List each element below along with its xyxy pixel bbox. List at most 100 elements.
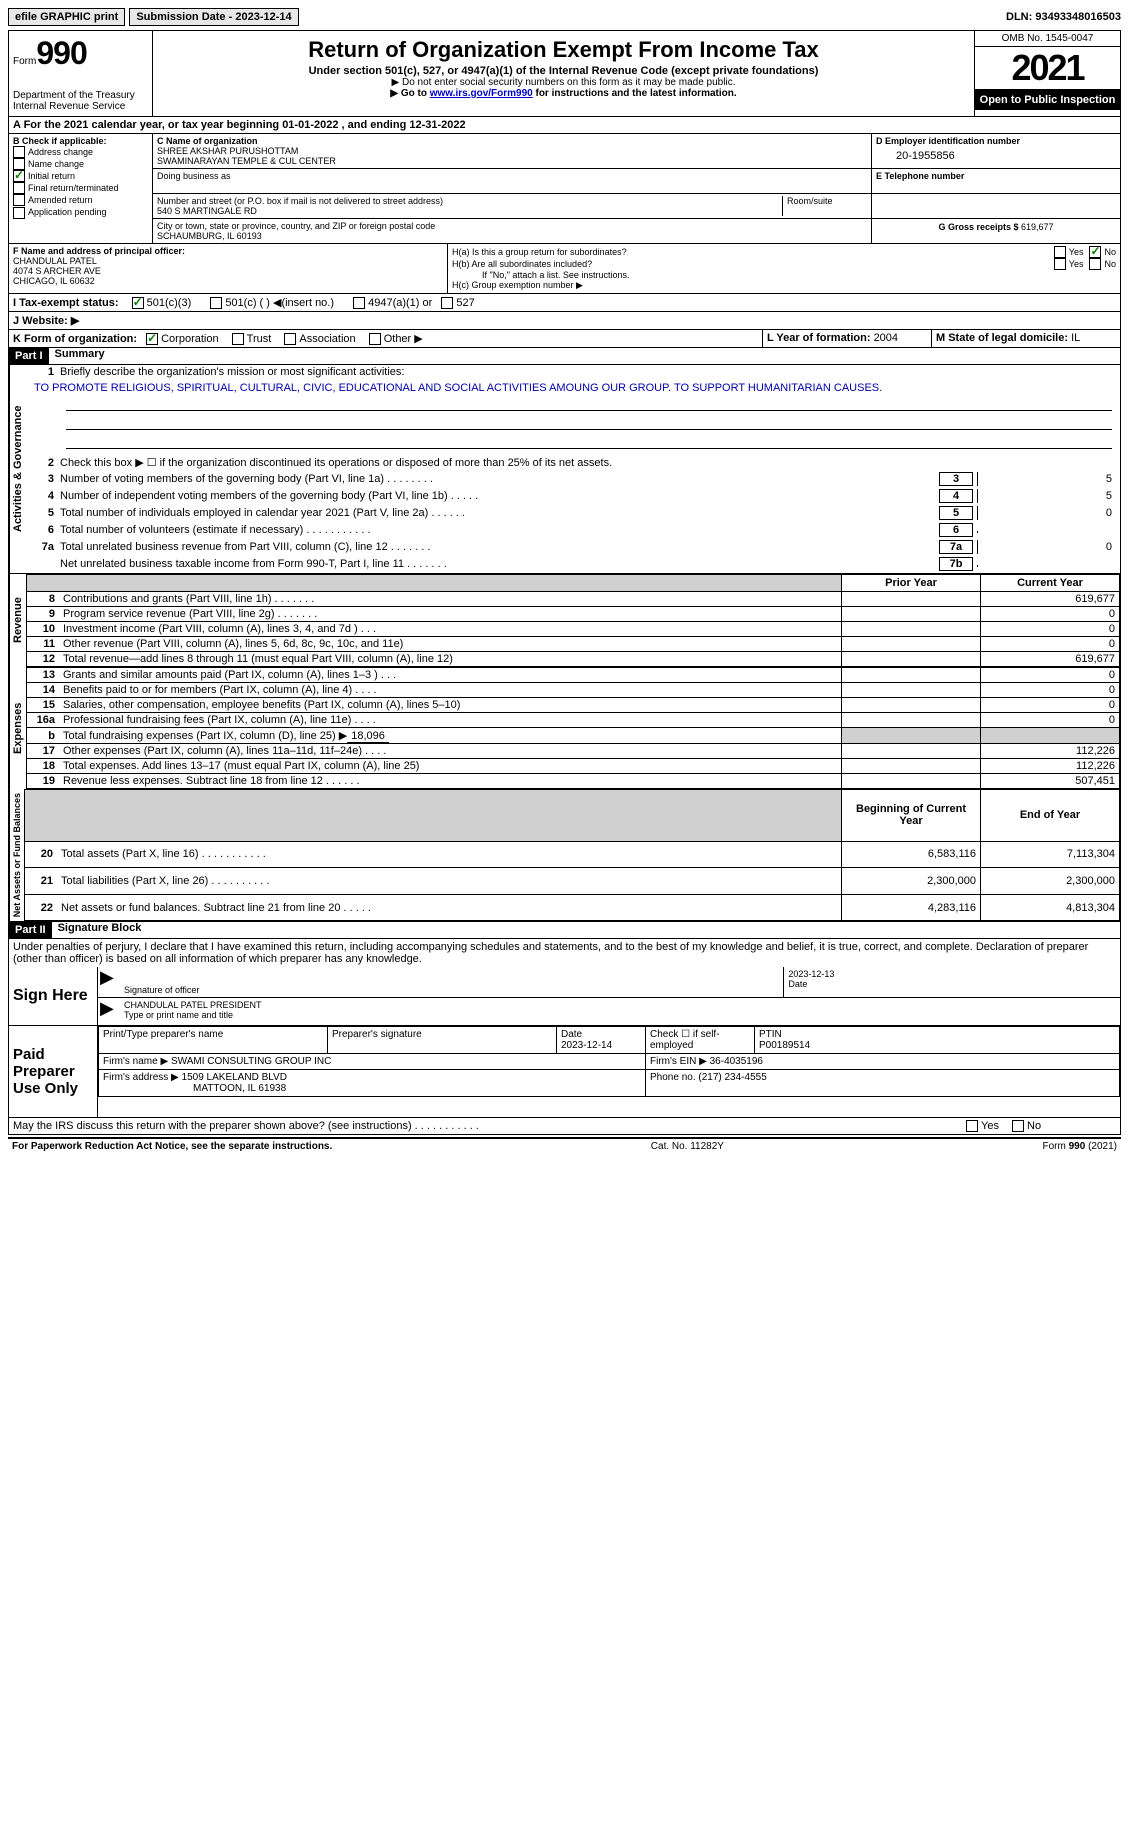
note-ssn: ▶ Do not enter social security numbers o… (157, 77, 970, 88)
checkbox-ha-no[interactable] (1089, 246, 1101, 258)
side-revenue: Revenue (9, 574, 26, 667)
firm-addr1: 1509 LAKELAND BLVD (182, 1072, 287, 1083)
omb-number: OMB No. 1545-0047 (975, 31, 1120, 47)
officer-name: CHANDULAL PATEL (13, 256, 443, 266)
state-domicile: IL (1071, 332, 1080, 344)
line21-label: Total liabilities (Part X, line 26) . . … (57, 868, 842, 895)
part1-title: Summary (49, 348, 105, 364)
org-name-2: SWAMINARAYAN TEMPLE & CUL CENTER (157, 156, 867, 166)
line11-label: Other revenue (Part VIII, column (A), li… (59, 637, 842, 652)
b-label: B Check if applicable: (13, 136, 148, 146)
checkbox-other[interactable] (369, 333, 381, 345)
type-name-label: Type or print name and title (124, 1010, 1116, 1020)
underline (66, 398, 1112, 411)
checkbox-final-return[interactable] (13, 182, 25, 194)
amended-label: Amended return (28, 195, 93, 205)
501c-label: 501(c) ( ) ◀(insert no.) (225, 297, 334, 309)
line2-label: Check this box ▶ ☐ if the organization d… (60, 456, 1116, 469)
checkbox-501c[interactable] (210, 297, 222, 309)
line12-curr: 619,677 (981, 652, 1120, 667)
line10-curr: 0 (981, 622, 1120, 637)
declaration-text: Under penalties of perjury, I declare th… (8, 939, 1121, 967)
checkbox-527[interactable] (441, 297, 453, 309)
line15-label: Salaries, other compensation, employee b… (59, 698, 842, 713)
line22-prior: 4,283,116 (842, 894, 981, 921)
line5-label: Total number of individuals employed in … (60, 507, 935, 519)
officer-printed-name: CHANDULAL PATEL PRESIDENT (124, 1000, 1116, 1010)
form-label: Form (13, 56, 36, 67)
assoc-label: Association (299, 333, 355, 345)
no-label-2: No (1104, 259, 1116, 269)
may-irs-discuss: May the IRS discuss this return with the… (9, 1118, 962, 1134)
checkbox-assoc[interactable] (284, 333, 296, 345)
checkbox-501c3[interactable] (132, 297, 144, 309)
irs-label: Internal Revenue Service (13, 101, 148, 112)
line9-curr: 0 (981, 607, 1120, 622)
final-return-label: Final return/terminated (28, 183, 119, 193)
checkbox-initial-return[interactable] (13, 170, 25, 182)
checkbox-ha-yes[interactable] (1054, 246, 1066, 258)
dba-label: Doing business as (157, 171, 867, 181)
hdr-boy: Beginning of Current Year (842, 790, 981, 841)
checkbox-hb-no[interactable] (1089, 258, 1101, 270)
line16b-value: 18,096 (347, 730, 389, 743)
gross-receipts: 619,677 (1021, 222, 1054, 232)
sig-officer-label: Signature of officer (124, 985, 779, 995)
efile-label: efile GRAPHIC print (8, 8, 125, 26)
arrow-icon: ▶ (98, 967, 120, 997)
line16a-label: Professional fundraising fees (Part IX, … (59, 713, 842, 728)
line7a-label: Total unrelated business revenue from Pa… (60, 541, 935, 553)
m-label: M State of legal domicile: (936, 332, 1071, 344)
line20-label: Total assets (Part X, line 16) . . . . .… (57, 841, 842, 868)
checkbox-app-pending[interactable] (13, 207, 25, 219)
firm-ein-label: Firm's EIN ▶ (650, 1056, 710, 1067)
checkbox-hb-yes[interactable] (1054, 258, 1066, 270)
mission-text: TO PROMOTE RELIGIOUS, SPIRITUAL, CULTURA… (26, 380, 1120, 396)
arrow-icon: ▶ (98, 998, 120, 1022)
line20-prior: 6,583,116 (842, 841, 981, 868)
c-label: C Name of organization (157, 136, 867, 146)
checkbox-4947[interactable] (353, 297, 365, 309)
name-change-label: Name change (28, 159, 84, 169)
sig-date-value: 2023-12-13 (788, 969, 1116, 979)
tax-year-range: A For the 2021 calendar year, or tax yea… (9, 117, 470, 133)
ptin-value: P00189514 (759, 1040, 810, 1051)
line18-label: Total expenses. Add lines 13–17 (must eq… (59, 759, 842, 774)
ha-label: H(a) Is this a group return for subordin… (452, 247, 1054, 257)
irs-link[interactable]: www.irs.gov/Form990 (430, 88, 533, 99)
checkbox-discuss-no[interactable] (1012, 1120, 1024, 1132)
footer: For Paperwork Reduction Act Notice, see … (8, 1137, 1121, 1154)
checkbox-discuss-yes[interactable] (966, 1120, 978, 1132)
line14-label: Benefits paid to or for members (Part IX… (59, 683, 842, 698)
side-netassets: Net Assets or Fund Balances (9, 789, 24, 921)
initial-return-label: Initial return (28, 171, 75, 181)
hdr-prior: Prior Year (842, 575, 981, 592)
line4-value: 5 (977, 489, 1116, 503)
line3-label: Number of voting members of the governin… (60, 473, 935, 485)
yes-label-3: Yes (981, 1120, 999, 1132)
hdr-curr: Current Year (981, 575, 1120, 592)
line5-value: 0 (977, 506, 1116, 520)
line19-label: Revenue less expenses. Subtract line 18 … (59, 774, 842, 789)
l-label: L Year of formation: (767, 332, 874, 344)
line17-curr: 112,226 (981, 744, 1120, 759)
4947-label: 4947(a)(1) or (368, 297, 432, 309)
top-bar: efile GRAPHIC print Submission Date - 20… (8, 8, 1121, 26)
527-label: 527 (456, 297, 474, 309)
firm-addr-label: Firm's address ▶ (103, 1072, 182, 1083)
checkbox-amended[interactable] (13, 194, 25, 206)
sign-here-label: Sign Here (9, 967, 98, 1025)
hb-note: If "No," attach a list. See instructions… (452, 270, 1116, 280)
checkbox-corp[interactable] (146, 333, 158, 345)
part1-label: Part I (9, 348, 49, 364)
checkbox-addr-change[interactable] (13, 146, 25, 158)
dept-treasury: Department of the Treasury (13, 90, 148, 101)
checkbox-trust[interactable] (232, 333, 244, 345)
officer-addr1: 4074 S ARCHER AVE (13, 266, 443, 276)
hc-label: H(c) Group exemption number ▶ (452, 280, 1116, 291)
line1-label: Briefly describe the organization's miss… (60, 366, 1116, 378)
line7a-value: 0 (977, 540, 1116, 554)
line8-curr: 619,677 (981, 592, 1120, 607)
note-link: ▶ Go to www.irs.gov/Form990 for instruct… (157, 88, 970, 99)
sign-here-block: Sign Here ▶ Signature of officer 2023-12… (8, 967, 1121, 1026)
